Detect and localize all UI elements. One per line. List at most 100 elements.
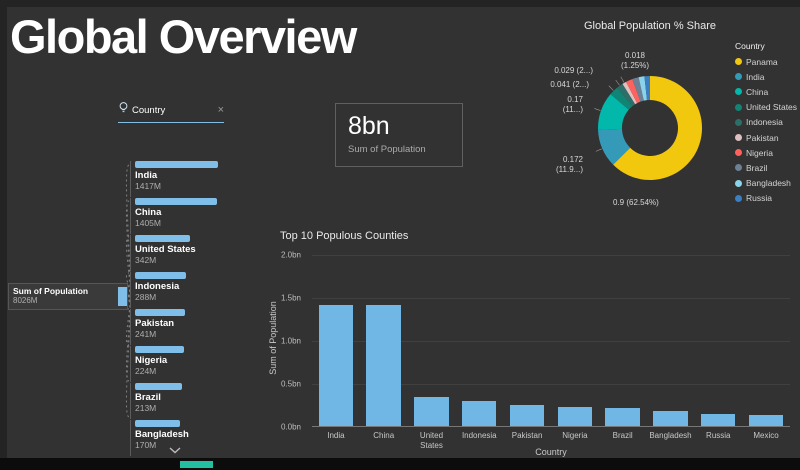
tree-node-united-states[interactable]: United States 342M <box>130 235 218 271</box>
donut-chart-title: Global Population % Share <box>583 20 717 32</box>
donut-slice-india[interactable] <box>598 128 631 165</box>
bar-slot-bangladesh <box>647 255 695 426</box>
legend-item-pakistan[interactable]: Pakistan <box>735 130 800 145</box>
card-visual: 8bn Sum of Population <box>335 103 463 167</box>
tree-node-value: 241M <box>135 329 157 339</box>
bar-chart-title: Top 10 Populous Counties <box>280 230 409 242</box>
donut-callout-indonesia: 0.029 (2...) <box>554 66 593 75</box>
tree-node-bangladesh[interactable]: Bangladesh 170M <box>130 420 218 456</box>
donut-callout-panama: 0.9 (62.54%) <box>613 198 659 207</box>
bottom-bar <box>0 458 800 470</box>
legend-item-bangladesh[interactable]: Bangladesh <box>735 176 800 191</box>
bar-united-states[interactable] <box>414 396 449 426</box>
bar-y-tick-label: 1.0bn <box>280 336 301 346</box>
bar-pakistan[interactable] <box>509 405 545 426</box>
legend-color-dot <box>735 73 742 81</box>
donut-callout-united-states: 0.041 (2...) <box>550 80 589 89</box>
callout-leader-line <box>594 108 601 111</box>
donut-slice-panama[interactable] <box>613 76 702 180</box>
bar-nigeria[interactable] <box>557 407 593 426</box>
tree-node-bar <box>135 420 180 427</box>
bar-slot-brazil <box>599 255 647 426</box>
legend-item-china[interactable]: China <box>735 84 800 99</box>
bar-india[interactable] <box>318 304 354 426</box>
donut-slice-russia[interactable] <box>644 75 650 101</box>
bar-russia[interactable] <box>701 413 736 426</box>
legend-item-russia[interactable]: Russia <box>735 191 800 206</box>
bar-bangladesh[interactable] <box>653 411 688 426</box>
donut-slice-bangladesh[interactable] <box>638 76 647 101</box>
legend-item-label: United States <box>746 102 798 113</box>
bar-x-tick-label: Mexico <box>753 431 779 440</box>
page-title: Global Overview <box>10 10 357 63</box>
bar-yticks: 2.0bn 1.5bn 1.0bn 0.5bn 0.0bn <box>267 251 307 432</box>
tree-node-value: 342M <box>135 255 157 265</box>
tree-node-bar <box>135 309 185 316</box>
donut-svg <box>594 75 702 180</box>
legend-item-indonesia[interactable]: Indonesia <box>735 115 800 130</box>
legend-item-label: Bangladesh <box>746 178 791 189</box>
legend-item-panama[interactable]: Panama <box>735 54 800 69</box>
tree-node-label: Indonesia <box>135 281 180 292</box>
tree-node-value: 1417M <box>135 181 161 191</box>
tree-node-nigeria[interactable]: Nigeria 224M <box>130 346 218 382</box>
decomposition-tree: Country × Sum of Population 8026M India 1… <box>7 95 265 461</box>
donut-callout-china: 0.17 (11...) <box>562 95 583 114</box>
tree-root-node[interactable]: Sum of Population 8026M <box>8 283 128 310</box>
donut-legend-items: Panama India China United States Indonesia Pa… <box>735 54 800 206</box>
donut-slice-brazil[interactable] <box>632 77 644 102</box>
tree-node-label: Bangladesh <box>135 429 189 440</box>
legend-color-dot <box>735 194 742 202</box>
legend-title: Country <box>735 41 765 51</box>
legend-item-label: Brazil <box>746 162 768 173</box>
legend-item-label: Panama <box>746 56 778 67</box>
legend-item-united-states[interactable]: United States <box>735 100 800 115</box>
bar-brazil[interactable] <box>605 408 640 426</box>
callout-leader-line <box>615 79 620 86</box>
legend-item-label: Russia <box>746 193 772 204</box>
bar-indonesia[interactable] <box>462 401 497 426</box>
tree-node-label: India <box>135 170 158 181</box>
tree-node-china[interactable]: China 1405M <box>130 198 218 234</box>
tree-node-brazil[interactable]: Brazil 213M <box>130 383 218 419</box>
tree-node-value: 224M <box>135 366 157 376</box>
tree-node-label: Pakistan <box>135 318 175 329</box>
bar-x-tick-label: Indonesia <box>461 431 497 440</box>
legend-color-dot <box>735 134 742 142</box>
donut-callout-india: 0.172 (11.9...) <box>556 155 583 174</box>
callout-leader-line <box>595 148 602 152</box>
page-tab-indicator[interactable] <box>180 461 213 468</box>
bar-plot <box>312 255 790 427</box>
donut-slice-nigeria[interactable] <box>626 79 641 104</box>
tree-node-india[interactable]: India 1417M <box>130 161 218 197</box>
tree-root-label: Sum of Population <box>13 286 89 296</box>
legend-item-label: China <box>746 86 769 97</box>
donut-chart: Global Population % Share 0.9 (62.54%) 0.… <box>535 15 800 225</box>
donut-slice-united-states[interactable] <box>610 87 633 110</box>
tree-node-label: China <box>135 207 162 218</box>
chevron-down-icon[interactable] <box>167 442 183 460</box>
bar-china[interactable] <box>366 305 401 426</box>
tree-node-indonesia[interactable]: Indonesia 288M <box>130 272 218 308</box>
bar-slot-nigeria <box>551 255 599 426</box>
bar-x-tick-label: Bangladesh <box>649 431 692 440</box>
donut-slice-china[interactable] <box>598 94 629 130</box>
bar-slot-united-states <box>408 255 456 426</box>
tree-node-label: Brazil <box>135 392 161 403</box>
legend-item-india[interactable]: India <box>735 69 800 84</box>
close-icon[interactable]: × <box>217 103 224 116</box>
bar-xlabels: India China United States Indonesia Pakistan… <box>312 431 790 450</box>
bar-slot-indonesia <box>455 255 503 426</box>
donut-slice-indonesia[interactable] <box>617 83 636 107</box>
tree-node-pakistan[interactable]: Pakistan 241M <box>130 309 218 345</box>
legend-item-nigeria[interactable]: Nigeria <box>735 145 800 160</box>
donut-slice-pakistan[interactable] <box>622 81 638 105</box>
legend-color-dot <box>735 103 742 111</box>
tree-node-bar <box>135 235 190 242</box>
bar-mexico[interactable] <box>748 414 784 426</box>
tree-node-bar <box>135 161 218 168</box>
tree-node-value: 213M <box>135 403 157 413</box>
tree-filter[interactable]: Country × <box>118 101 224 123</box>
legend-item-brazil[interactable]: Brazil <box>735 160 800 175</box>
bar-x-tick-label: Nigeria <box>562 431 588 440</box>
